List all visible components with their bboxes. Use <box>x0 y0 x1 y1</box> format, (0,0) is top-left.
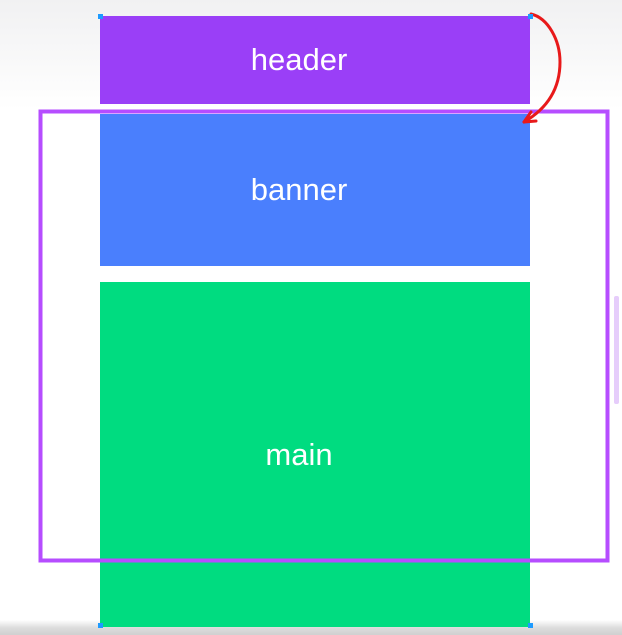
main-label: main <box>265 436 333 472</box>
main-block: main <box>100 282 530 627</box>
scrollbar-thumb[interactable] <box>614 296 619 404</box>
banner-label: banner <box>250 172 348 207</box>
resize-handle-bottom-left[interactable] <box>98 623 103 628</box>
header-label: header <box>250 42 348 77</box>
resize-handle-top-right[interactable] <box>528 14 533 19</box>
header-block: header <box>100 16 530 104</box>
banner-block: banner <box>100 114 530 266</box>
resize-handle-top-left[interactable] <box>98 14 103 19</box>
resize-handle-bottom-right[interactable] <box>528 623 533 628</box>
